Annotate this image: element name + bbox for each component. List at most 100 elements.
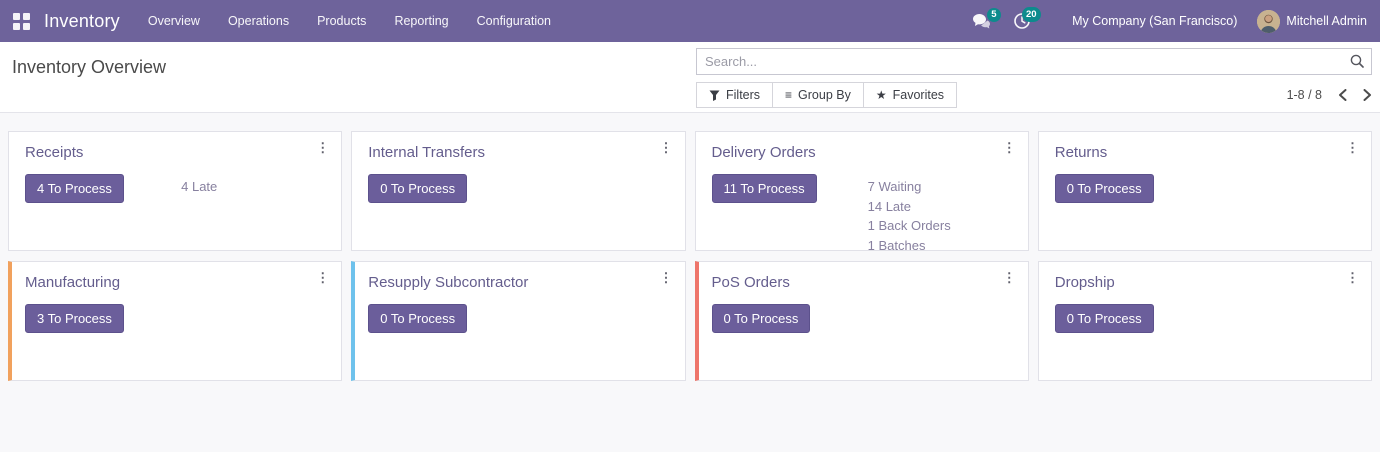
card-title[interactable]: Manufacturing <box>25 274 121 291</box>
menu-operations[interactable]: Operations <box>227 14 290 28</box>
user-menu[interactable]: Mitchell Admin <box>1257 9 1367 33</box>
card-dropship: Dropship ⋮ 0 To Process <box>1037 261 1372 381</box>
card-body: 0 To Process <box>368 174 668 203</box>
late-link[interactable]: 4 Late <box>181 179 218 194</box>
card-title[interactable]: Delivery Orders <box>711 144 816 161</box>
card-button-col: 4 To Process <box>25 174 181 203</box>
filters-button[interactable]: Filters <box>697 83 774 107</box>
card-button-col: 0 To Process <box>1054 304 1211 333</box>
card-returns: Returns ⋮ 0 To Process <box>1037 131 1372 251</box>
card-button-col: 0 To Process <box>368 174 524 203</box>
apps-menu-square <box>13 12 20 20</box>
card-body: 3 To Process <box>25 304 325 333</box>
card-links-col: 7 Waiting 14 Late 1 Back Orders 1 Batche… <box>868 174 1012 254</box>
search-input[interactable] <box>696 48 1372 75</box>
kebab-menu-icon[interactable]: ⋮ <box>1002 270 1016 285</box>
messages-count-badge: 5 <box>986 7 1002 22</box>
card-receipts: Receipts ⋮ 4 To Process 4 Late <box>8 131 343 251</box>
kebab-menu-icon[interactable]: ⋮ <box>1002 140 1016 155</box>
group-by-label: Group By <box>798 88 851 102</box>
to-process-button[interactable]: 11 To Process <box>711 174 817 203</box>
search-bar <box>696 48 1372 75</box>
pager-range: 1-8 / 8 <box>1286 88 1322 102</box>
group-by-button[interactable]: ≡ Group By <box>773 83 864 107</box>
search-toolbar: Filters ≡ Group By ★ Favorites 1-8 / 8 <box>696 82 1372 108</box>
pager-previous-icon[interactable] <box>1338 89 1347 101</box>
kebab-menu-icon[interactable]: ⋮ <box>316 140 330 155</box>
kebab-menu-icon[interactable]: ⋮ <box>316 270 330 285</box>
menu-overview[interactable]: Overview <box>147 14 200 28</box>
to-process-button[interactable]: 0 To Process <box>1054 174 1154 203</box>
search-icon[interactable] <box>1350 54 1364 73</box>
activities-count-badge: 20 <box>1021 7 1042 22</box>
to-process-button[interactable]: 0 To Process <box>368 174 468 203</box>
messages-button[interactable]: 5 <box>973 7 1002 29</box>
card-button-col: 0 To Process <box>368 304 524 333</box>
star-icon: ★ <box>875 88 887 102</box>
card-body: 0 To Process <box>1054 304 1355 333</box>
card-button-col: 0 To Process <box>1054 174 1211 203</box>
user-name: Mitchell Admin <box>1286 14 1367 28</box>
avatar <box>1257 9 1281 33</box>
to-process-button[interactable]: 4 To Process <box>25 174 124 203</box>
card-manufacturing: Manufacturing ⋮ 3 To Process <box>8 261 343 381</box>
menu-reporting[interactable]: Reporting <box>394 14 449 28</box>
filters-label: Filters <box>726 88 761 102</box>
favorites-button[interactable]: ★ Favorites <box>863 83 957 107</box>
app-menu: Overview Operations Products Reporting C… <box>148 14 551 28</box>
kebab-menu-icon[interactable]: ⋮ <box>659 270 673 285</box>
card-delivery-orders: Delivery Orders ⋮ 11 To Process 7 Waitin… <box>694 131 1029 254</box>
card-body: 0 To Process <box>711 304 1012 333</box>
card-pos-orders: PoS Orders ⋮ 0 To Process <box>694 261 1029 381</box>
apps-menu-square <box>23 22 30 30</box>
late-link[interactable]: 14 Late <box>867 198 911 214</box>
to-process-button[interactable]: 0 To Process <box>1054 304 1154 333</box>
menu-configuration[interactable]: Configuration <box>476 14 551 28</box>
apps-menu-icon[interactable] <box>13 12 30 30</box>
systray: 5 20 My Company (San Francisco) Mitchell… <box>973 7 1367 33</box>
card-title[interactable]: Returns <box>1054 144 1108 161</box>
to-process-button[interactable]: 0 To Process <box>711 304 811 333</box>
kebab-menu-icon[interactable]: ⋮ <box>1346 270 1359 285</box>
search-panel: Filters ≡ Group By ★ Favorites 1-8 / 8 <box>696 48 1372 108</box>
filter-funnel-icon <box>709 90 720 101</box>
chat-bubble-icon <box>973 13 991 29</box>
card-title[interactable]: Internal Transfers <box>368 144 485 161</box>
card-resupply-subcontractor: Resupply Subcontractor ⋮ 0 To Process <box>351 261 686 381</box>
control-panel: Inventory Overview Filters ≡ Group By <box>0 42 1380 112</box>
card-internal-transfers: Internal Transfers ⋮ 0 To Process <box>351 131 686 251</box>
apps-menu-square <box>13 22 20 30</box>
batches-link[interactable]: 1 Batches <box>867 237 926 253</box>
favorites-label: Favorites <box>892 88 945 102</box>
kebab-menu-icon[interactable]: ⋮ <box>1346 140 1359 155</box>
pager-next-icon[interactable] <box>1363 89 1372 101</box>
card-body: 0 To Process <box>368 304 668 333</box>
card-body: 4 To Process 4 Late <box>25 174 325 203</box>
app-name[interactable]: Inventory <box>44 10 120 31</box>
card-button-col: 0 To Process <box>711 304 868 333</box>
pager: 1-8 / 8 <box>1287 88 1372 102</box>
card-title[interactable]: Resupply Subcontractor <box>368 274 529 291</box>
kanban-view: Receipts ⋮ 4 To Process 4 Late Internal … <box>0 112 1380 452</box>
waiting-link[interactable]: 7 Waiting <box>867 179 922 194</box>
menu-products[interactable]: Products <box>317 14 367 28</box>
activities-button[interactable]: 20 <box>1014 7 1042 29</box>
group-by-icon: ≡ <box>785 88 793 102</box>
apps-menu-square <box>23 12 30 20</box>
card-title[interactable]: Receipts <box>25 144 84 161</box>
card-links-col: 4 Late <box>181 174 325 203</box>
card-title[interactable]: PoS Orders <box>711 274 790 291</box>
card-body: 0 To Process <box>1054 174 1355 203</box>
kebab-menu-icon[interactable]: ⋮ <box>659 140 673 155</box>
card-title[interactable]: Dropship <box>1054 274 1115 291</box>
back-orders-link[interactable]: 1 Back Orders <box>867 218 951 233</box>
to-process-button[interactable]: 3 To Process <box>25 304 124 333</box>
top-navbar: Inventory Overview Operations Products R… <box>0 0 1380 42</box>
page-title: Inventory Overview <box>12 57 167 77</box>
card-button-col: 11 To Process <box>711 174 868 254</box>
card-button-col: 3 To Process <box>25 304 181 333</box>
company-switcher[interactable]: My Company (San Francisco) <box>1072 14 1238 28</box>
search-options: Filters ≡ Group By ★ Favorites <box>696 82 958 108</box>
card-body: 11 To Process 7 Waiting 14 Late 1 Back O… <box>711 174 1012 254</box>
to-process-button[interactable]: 0 To Process <box>368 304 468 333</box>
